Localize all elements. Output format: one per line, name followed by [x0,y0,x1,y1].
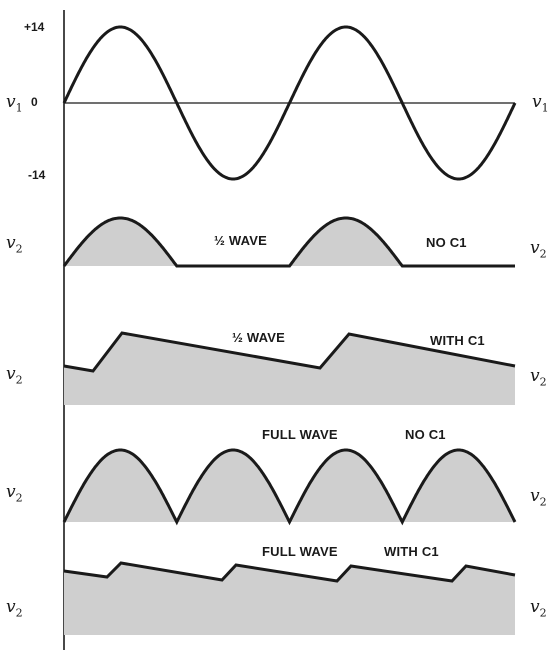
v1-label-right: v1 [532,92,549,115]
half-wave-label-row2: ½ WAVE [214,233,267,248]
full-wave-with-c1-waveform [63,561,516,583]
full-wave-label-row5: FULL WAVE [262,544,338,559]
v2-label-right-row3: v2 [530,366,547,389]
tick-zero: 0 [31,95,38,109]
v2-label-right-row2: v2 [530,238,547,261]
with-c1-label-row3: WITH C1 [430,333,485,348]
with-c1-label-row5: WITH C1 [384,544,439,559]
full-wave-no-c1-waveform [62,448,517,526]
tick-minus-14: -14 [28,168,46,182]
full-wave-label-row4: FULL WAVE [262,427,338,442]
v2-label-left-row2: v2 [6,233,23,256]
half-wave-no-c1-waveform [62,216,515,268]
v2-label-left-row4: v2 [6,482,23,505]
no-c1-label-row4: NO C1 [405,427,446,442]
full-wave-with-c1-fill [64,563,515,635]
input-sine-wave [62,25,517,181]
half-wave-no-c1-fill [64,218,515,266]
half-wave-with-c1-waveform [63,331,516,373]
v2-label-right-row4: v2 [530,486,547,509]
no-c1-label-row2: NO C1 [426,235,467,250]
v2-label-left-row5: v2 [6,597,23,620]
half-wave-with-c1-fill [64,333,515,405]
v1-label-left: v1 [6,92,23,115]
v2-label-right-row5: v2 [530,597,547,620]
full-wave-no-c1-fill [64,450,515,522]
tick-plus-14: +14 [24,20,45,34]
v2-label-left-row3: v2 [6,364,23,387]
half-wave-label-row3: ½ WAVE [232,330,285,345]
